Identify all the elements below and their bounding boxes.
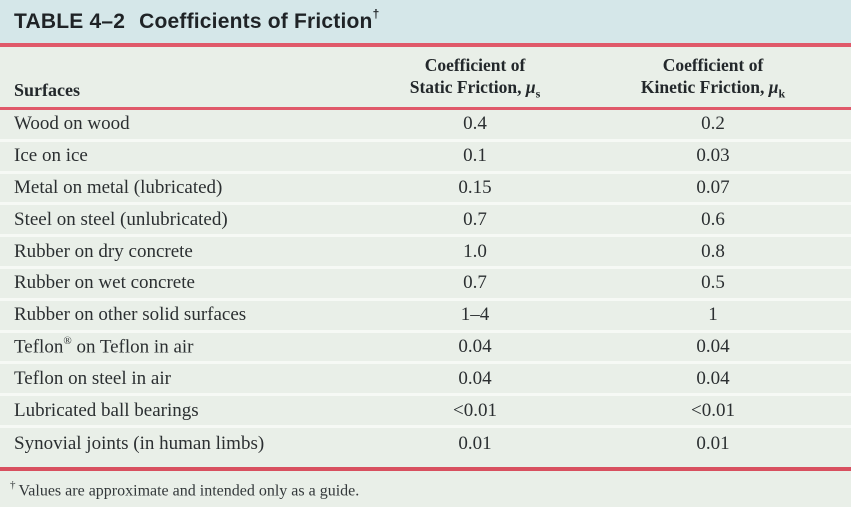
kinetic-friction-value: 0.01 [696, 432, 730, 454]
column-header-surfaces: Surfaces [14, 79, 80, 100]
surface-cell: Synovial joints (in human limbs) [14, 432, 265, 454]
bottom-rule [0, 466, 851, 471]
surface-cell: Teflon on steel in air [14, 367, 171, 389]
footnote-text: Values are approximate and intended only… [18, 482, 360, 500]
kinetic-friction-value: 0.03 [696, 145, 730, 167]
kinetic-friction-value: 0.2 [701, 113, 725, 135]
table-row: Rubber on other solid surfaces 1–4 1 [0, 301, 851, 333]
table-row: Teflon on steel in air 0.04 0.04 [0, 364, 851, 397]
column-header-row: Surfaces Coefficient of Static Friction,… [0, 47, 851, 110]
table-body: Wood on wood 0.4 0.2 Ice on ice 0.1 0.03 Metal… [0, 110, 851, 467]
table-row: Ice on ice 0.1 0.03 [0, 142, 851, 174]
static-friction-value: 0.15 [458, 176, 492, 198]
table-row: Lubricated ball bearings <0.01 <0.01 [0, 396, 851, 428]
kinetic-friction-value: 0.5 [701, 272, 725, 294]
static-friction-value: 0.7 [463, 208, 487, 230]
static-friction-value: 0.04 [458, 367, 492, 389]
table-row: Synovial joints (in human limbs) 0.01 0.01 [0, 428, 851, 460]
surface-cell: Teflon® on Teflon in air [14, 334, 194, 358]
table-footnote: † Values are approximate and intended onl… [0, 471, 851, 507]
static-friction-value: 0.4 [463, 113, 487, 135]
table-row: Rubber on wet concrete 0.7 0.5 [0, 269, 851, 301]
kinetic-friction-value: 0.8 [701, 240, 725, 262]
kinetic-friction-value: <0.01 [691, 399, 735, 421]
footnote-dagger-marker: † [10, 478, 16, 491]
kinetic-friction-value: 1 [708, 304, 718, 326]
static-friction-value: 0.1 [463, 145, 487, 167]
static-friction-value: 1.0 [463, 240, 487, 262]
surface-cell: Wood on wood [14, 113, 130, 135]
static-friction-value: 1–4 [460, 304, 490, 326]
kinetic-friction-value: 0.6 [701, 208, 725, 230]
static-friction-value: 0.7 [463, 272, 487, 294]
kinetic-friction-value: 0.07 [696, 176, 730, 198]
surface-cell: Metal on metal (lubricated) [14, 176, 223, 198]
table-row: Teflon® on Teflon in air 0.04 0.04 [0, 333, 851, 365]
mu-symbol: μ [768, 76, 779, 97]
title-dagger-marker: † [372, 6, 380, 21]
surface-cell: Rubber on wet concrete [14, 272, 195, 294]
kinetic-friction-value: 0.04 [696, 335, 730, 357]
static-friction-value: <0.01 [453, 399, 497, 421]
surface-cell: Ice on ice [14, 145, 88, 167]
surface-cell: Rubber on other solid surfaces [14, 304, 247, 326]
table-row: Wood on wood 0.4 0.2 [0, 110, 851, 142]
surface-cell: Steel on steel (unlubricated) [14, 208, 228, 230]
column-header-kinetic-friction: Coefficient of Kinetic Friction, μk [640, 54, 786, 100]
mu-symbol: μ [525, 76, 536, 97]
static-friction-value: 0.04 [458, 335, 492, 357]
table-number-label: TABLE 4–2 [14, 9, 126, 33]
table-row: Rubber on dry concrete 1.0 0.8 [0, 237, 851, 269]
table-row: Steel on steel (unlubricated) 0.7 0.6 [0, 205, 851, 238]
static-friction-value: 0.01 [458, 432, 492, 454]
column-header-static-friction: Coefficient of Static Friction, μs [409, 54, 541, 100]
table-row: Metal on metal (lubricated) 0.15 0.07 [0, 174, 851, 206]
table-title-text: Coefficients of Friction† [139, 6, 380, 33]
table-title-band: TABLE 4–2 Coefficients of Friction† [0, 0, 851, 47]
kinetic-friction-value: 0.04 [696, 367, 730, 389]
surface-cell: Lubricated ball bearings [14, 399, 199, 421]
surface-cell: Rubber on dry concrete [14, 240, 193, 262]
